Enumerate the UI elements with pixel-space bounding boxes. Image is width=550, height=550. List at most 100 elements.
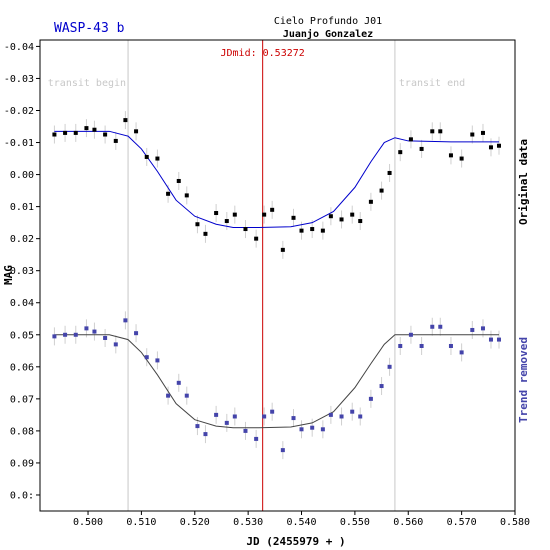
- data-point: [291, 416, 296, 421]
- data-point: [103, 132, 108, 137]
- observer-label: Juanjo Gonzalez: [283, 28, 373, 40]
- data-point: [280, 247, 285, 252]
- data-point: [84, 126, 89, 131]
- series-trend-removed: [52, 311, 501, 460]
- data-point: [339, 414, 344, 419]
- data-point: [92, 329, 97, 334]
- chart-title: WASP-43 b: [54, 21, 125, 36]
- data-point: [398, 343, 403, 348]
- data-point: [320, 228, 325, 233]
- data-point: [63, 130, 68, 135]
- data-point: [176, 380, 181, 385]
- y-tick-label: 0.03: [10, 266, 34, 277]
- data-point: [448, 343, 453, 348]
- data-point: [84, 326, 89, 331]
- x-tick-label: 0.580: [500, 517, 530, 528]
- plot-area: transit begin transit end JDmid: 0.53272 0.…: [4, 40, 530, 528]
- plot-frame: [39, 39, 516, 512]
- data-point: [299, 228, 304, 233]
- y-tick-label: -0.04: [4, 42, 34, 53]
- data-point: [328, 214, 333, 219]
- y-tick-label: -0.01: [4, 138, 34, 149]
- y-tick-label: 0.06: [10, 362, 34, 373]
- data-point: [203, 432, 208, 437]
- data-point: [63, 332, 68, 337]
- data-point: [448, 153, 453, 158]
- jdmid-label: JDmid: 0.53272: [221, 48, 305, 59]
- data-point: [92, 127, 97, 132]
- series-label-original: Original data: [517, 139, 530, 225]
- data-point: [488, 145, 493, 150]
- data-point: [214, 412, 219, 417]
- data-point: [224, 219, 229, 224]
- data-point: [438, 129, 443, 134]
- y-tick-label: 0.07: [10, 394, 34, 405]
- data-point: [480, 326, 485, 331]
- data-point: [320, 427, 325, 432]
- data-point: [195, 424, 200, 429]
- data-point: [123, 118, 128, 123]
- y-tick-label: 0.00: [10, 170, 34, 181]
- data-point: [470, 327, 475, 332]
- data-point: [408, 332, 413, 337]
- data-point: [496, 143, 501, 148]
- data-point: [166, 393, 171, 398]
- data-point: [254, 236, 259, 241]
- data-point: [496, 337, 501, 342]
- data-point: [134, 331, 139, 336]
- data-point: [73, 130, 78, 135]
- y-axis-label: MAG: [2, 265, 15, 285]
- data-point: [480, 130, 485, 135]
- x-tick-label: 0.550: [340, 517, 370, 528]
- y-tick-label: 0.02: [10, 234, 34, 245]
- y-tick-label: 0.0:: [10, 490, 34, 501]
- data-point: [368, 396, 373, 401]
- data-point: [470, 132, 475, 137]
- y-tick-label: 0.09: [10, 458, 34, 469]
- data-point: [214, 211, 219, 216]
- data-point: [430, 129, 435, 134]
- transit-end-label: transit end: [399, 78, 465, 89]
- data-point: [419, 343, 424, 348]
- data-point: [123, 318, 128, 323]
- data-point: [358, 414, 363, 419]
- series-original: [52, 111, 501, 259]
- y-tick-label: -0.03: [4, 74, 34, 85]
- data-point: [291, 215, 296, 220]
- data-point: [430, 324, 435, 329]
- data-point: [398, 150, 403, 155]
- data-point: [379, 188, 384, 193]
- data-point: [358, 219, 363, 224]
- x-tick-label: 0.510: [126, 517, 156, 528]
- data-point: [184, 193, 189, 198]
- data-point: [232, 212, 237, 217]
- data-point: [203, 231, 208, 236]
- data-point: [113, 138, 118, 143]
- data-point: [155, 156, 160, 161]
- data-point: [459, 350, 464, 355]
- data-point: [350, 409, 355, 414]
- x-tick-label: 0.560: [393, 517, 423, 528]
- data-point: [52, 334, 57, 339]
- data-point: [144, 154, 149, 159]
- observatory-label: Cielo Profundo J01: [274, 16, 382, 27]
- data-point: [459, 156, 464, 161]
- y-tick-label: -0.02: [4, 106, 34, 117]
- data-point: [299, 427, 304, 432]
- y-tick-label: 0.05: [10, 330, 34, 341]
- data-point: [310, 227, 315, 232]
- data-point: [243, 428, 248, 433]
- data-point: [350, 212, 355, 217]
- x-axis-label: JD (2455979 + ): [246, 535, 345, 548]
- data-point: [328, 412, 333, 417]
- data-point: [176, 178, 181, 183]
- data-point: [166, 191, 171, 196]
- x-tick-label: 0.540: [286, 517, 316, 528]
- data-point: [155, 358, 160, 363]
- data-point: [387, 170, 392, 175]
- data-point: [243, 227, 248, 232]
- data-point: [224, 420, 229, 425]
- data-point: [339, 217, 344, 222]
